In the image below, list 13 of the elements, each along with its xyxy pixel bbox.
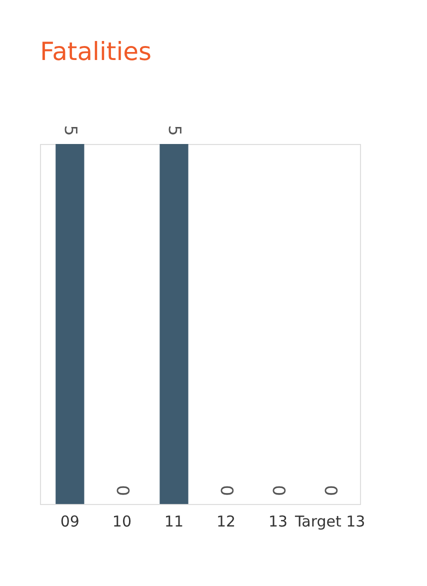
data-label: 0 <box>112 485 132 496</box>
data-label: 0 <box>268 485 288 496</box>
x-tick-label: Target 13 <box>294 512 366 530</box>
chart-title: Fatalities <box>40 37 152 66</box>
data-label: 0 <box>216 485 236 496</box>
x-tick-label: 13 <box>268 512 288 530</box>
x-tick-label: 09 <box>60 512 80 530</box>
data-label: 5 <box>60 125 80 136</box>
data-label: 0 <box>320 485 340 496</box>
x-tick-label: 12 <box>216 512 236 530</box>
data-label: 5 <box>164 125 184 136</box>
x-tick-label: 11 <box>164 512 184 530</box>
x-tick-label: 10 <box>112 512 132 530</box>
